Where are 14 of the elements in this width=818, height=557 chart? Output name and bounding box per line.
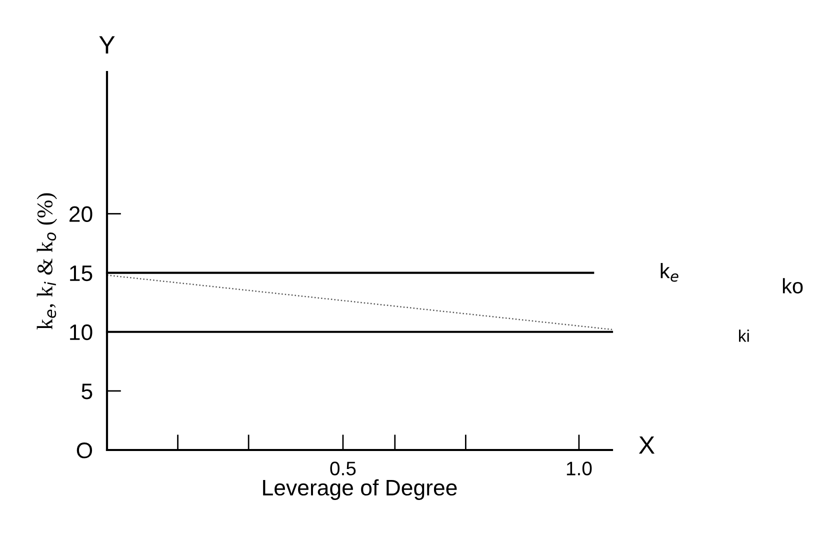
x-tick-label: 1.0 [566,462,592,476]
x-tick-label: 0.5 [330,462,356,476]
y-tick-label: 15 [70,266,92,282]
text: X [638,436,655,454]
y-tick-label: 20 [70,206,92,222]
y-tick-label: 10 [70,324,92,340]
text: k$_{e}$ [660,262,678,282]
text: ko [782,278,803,294]
text: Y [99,36,115,54]
y-tick-label: O [76,442,92,458]
x-axis-title: Leverage of Degree [263,479,457,500]
y-tick-label: 5 [82,384,92,400]
text: ki [739,330,749,342]
y-axis-title: k$_{e}$, k$_{i}$ & k$_{o}$ (%) [36,193,57,330]
